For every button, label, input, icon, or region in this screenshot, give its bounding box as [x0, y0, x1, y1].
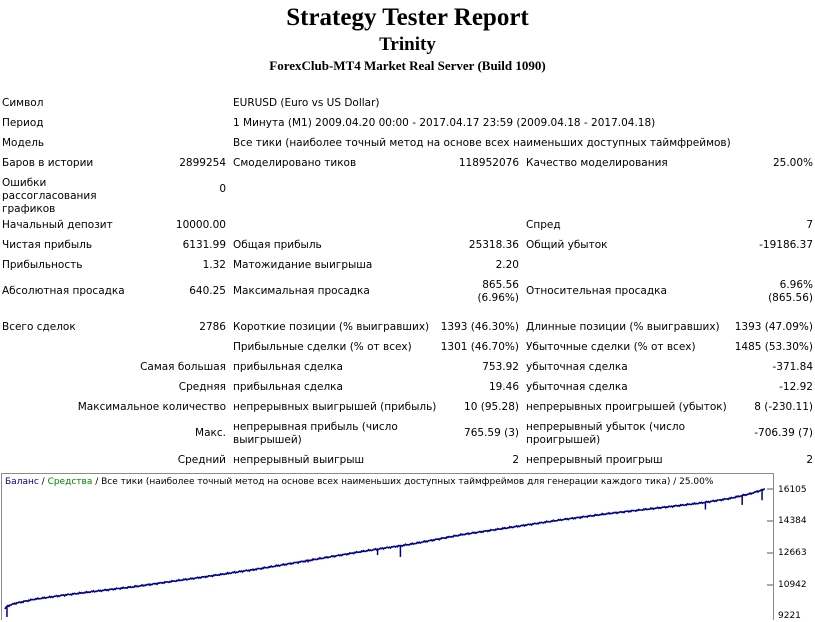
rel-drawdown-label: Относительная просадка — [526, 285, 667, 297]
avg-consecutive-wins-label: непрерывный выигрыш — [233, 454, 365, 466]
total-trades-label: Всего сделок — [2, 321, 76, 333]
net-profit-value: 6131.99 — [182, 239, 226, 251]
loss-trades-value: 1485 (53.30%) — [734, 341, 813, 353]
largest-loss-value: -371.84 — [772, 361, 813, 373]
largest-profit-value: 753.92 — [482, 361, 519, 373]
average-profit-value: 19.46 — [488, 381, 519, 393]
gross-loss-value: -19186.37 — [759, 239, 813, 251]
ticks-label: Смоделировано тиков — [233, 157, 357, 169]
payoff-label: Матожидание выигрыша — [233, 259, 373, 271]
long-positions-value: 1393 (47.09%) — [734, 321, 813, 333]
period-value: 1 Минута (M1) 2009.04.20 00:00 - 2017.04… — [233, 117, 656, 129]
gross-profit-label: Общая прибыль — [233, 239, 322, 251]
balance-line — [4, 488, 766, 610]
average-profit-label: прибыльная сделка — [233, 381, 343, 393]
symbol-label: Символ — [2, 97, 44, 109]
spread-value: 7 — [806, 219, 813, 231]
quality-label: Качество моделирования — [526, 157, 668, 169]
balance-chart-plot — [4, 488, 773, 617]
expert-name: Trinity — [379, 34, 436, 55]
legend-equity: Средства — [47, 477, 93, 487]
short-positions-value: 1393 (46.30%) — [440, 321, 519, 333]
profit-trades-value: 1301 (46.70%) — [440, 341, 519, 353]
y-tick-label: 12663 — [778, 548, 807, 558]
legend-description: / Все тики (наиболее точный метод на осн… — [92, 477, 714, 487]
bars-value: 2899254 — [179, 157, 226, 169]
chart-legend: Баланс / Средства / Все тики (наиболее т… — [5, 477, 713, 488]
max-consecutive-losses-label: непрерывных проигрышей (убыток) — [526, 401, 727, 413]
avg-consecutive-wins-value: 2 — [512, 454, 519, 466]
largest-profit-label: прибыльная сделка — [233, 361, 343, 373]
balance-chart — [1, 473, 774, 620]
max-consecutive-losses-value: 8 (-230.11) — [754, 401, 813, 413]
y-tick-label: 9221 — [778, 611, 801, 621]
period-label: Период — [2, 117, 44, 129]
abs-drawdown-value: 640.25 — [189, 285, 226, 297]
abs-drawdown-label: Абсолютная просадка — [2, 285, 125, 297]
symbol-value: EURUSD (Euro vs US Dollar) — [233, 97, 380, 109]
errors-value: 0 — [219, 183, 226, 195]
average-loss-label: убыточная сделка — [526, 381, 628, 393]
loss-trades-label: Убыточные сделки (% от всех) — [526, 341, 696, 353]
server-name: ForexClub-MT4 Market Real Server (Build … — [269, 58, 546, 73]
gross-profit-value: 25318.36 — [468, 239, 519, 251]
max-count-label: Максимальное количество — [77, 401, 226, 413]
max-drawdown-value: 865.56 — [482, 279, 519, 291]
profit-factor-value: 1.32 — [202, 259, 226, 271]
avg-consecutive-losses-value: 2 — [806, 454, 813, 466]
quality-value: 25.00% — [772, 157, 813, 169]
largest-label: Самая большая — [140, 361, 226, 373]
rel-drawdown-percent: 6.96% — [779, 279, 813, 291]
max-consecutive-wins-value: 10 (95.28) — [464, 401, 519, 413]
report-title: Strategy Tester Report — [286, 4, 529, 31]
deposit-value: 10000.00 — [175, 219, 226, 231]
average-loss-value: -12.92 — [779, 381, 813, 393]
profit-trades-label: Прибыльные сделки (% от всех) — [233, 341, 412, 353]
max-consecutive-profit-value: 765.59 (3) — [464, 427, 519, 439]
max-label: Макс. — [195, 427, 226, 439]
max-consecutive-loss-value: -706.39 (7) — [754, 427, 813, 439]
average-label: Средняя — [178, 381, 226, 393]
gross-loss-label: Общий убыток — [526, 239, 608, 251]
rel-drawdown-value: (865.56) — [768, 292, 813, 304]
max-consecutive-wins-label: непрерывных выигрышей (прибыль) — [233, 401, 437, 413]
max-consecutive-profit-label: непрерывная прибыль (число выигрышей) — [233, 421, 398, 446]
y-tick-label: 14384 — [778, 516, 807, 526]
legend-balance: Баланс — [5, 477, 39, 487]
avg-consecutive-label: Средний — [177, 454, 226, 466]
total-trades-value: 2786 — [199, 321, 226, 333]
long-positions-label: Длинные позиции (% выигравших) — [526, 321, 720, 333]
net-profit-label: Чистая прибыль — [2, 239, 93, 251]
deposit-label: Начальный депозит — [2, 219, 113, 231]
spread-label: Спред — [526, 219, 561, 231]
errors-label: Ошибки рассогласования графиков — [2, 177, 97, 215]
payoff-value: 2.20 — [495, 259, 519, 271]
y-tick-label: 10942 — [778, 580, 807, 590]
max-drawdown-label: Максимальная просадка — [233, 285, 370, 297]
model-value: Все тики (наиболее точный метод на основ… — [233, 137, 731, 149]
ticks-value: 118952076 — [458, 157, 519, 169]
model-label: Модель — [2, 137, 45, 149]
largest-loss-label: убыточная сделка — [526, 361, 628, 373]
profit-factor-label: Прибыльность — [2, 259, 83, 271]
avg-consecutive-losses-label: непрерывный проигрыш — [526, 454, 663, 466]
y-tick-label: 16105 — [778, 485, 807, 495]
short-positions-label: Короткие позиции (% выигравших) — [233, 321, 430, 333]
legend-separator: / — [38, 477, 48, 487]
bars-label: Баров в истории — [2, 157, 94, 169]
max-consecutive-loss-label: непрерывный убыток (число проигрышей) — [526, 421, 686, 446]
max-drawdown-percent: (6.96%) — [477, 292, 519, 304]
